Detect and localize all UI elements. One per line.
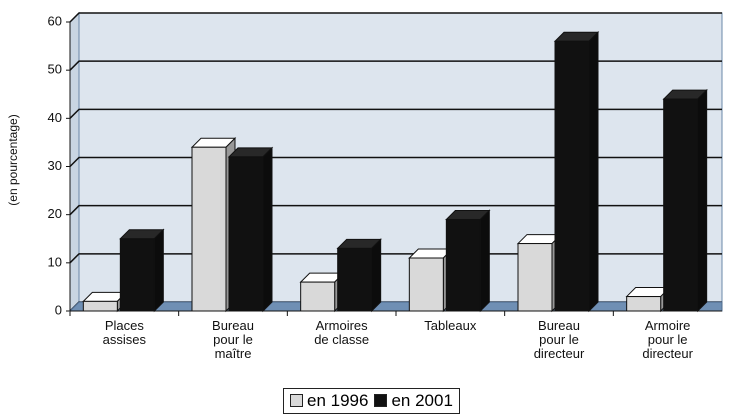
- bar: [408, 257, 444, 312]
- bar: [300, 281, 336, 312]
- bar: [554, 40, 590, 312]
- x-tick-label: Places assises: [102, 318, 146, 347]
- x-tick-label: Bureau pour le directeur: [533, 318, 585, 361]
- y-axis-label: (en pourcentage): [6, 114, 20, 205]
- legend-swatch: [290, 394, 303, 407]
- x-tick-label: Armoire pour le directeur: [642, 318, 693, 361]
- x-tick-label: Armoires de classe: [314, 318, 370, 347]
- legend-swatch: [374, 394, 388, 407]
- legend-item: en 1996: [290, 391, 368, 411]
- y-tick-label: 40: [48, 110, 62, 125]
- grid-line: [69, 12, 722, 23]
- plot-floor: [68, 301, 723, 312]
- bar: [663, 98, 699, 312]
- y-tick-label: 30: [48, 158, 62, 173]
- bar: [119, 238, 155, 312]
- bar: [191, 146, 227, 312]
- y-tick-label: 0: [55, 302, 62, 317]
- bar: [626, 296, 662, 312]
- legend-item: en 2001: [374, 391, 453, 411]
- y-tick-label: 60: [48, 13, 62, 28]
- bar-side: [371, 238, 382, 313]
- grid-line: [69, 108, 722, 119]
- y-tick-label: 10: [48, 254, 62, 269]
- bar-side: [479, 209, 490, 313]
- bar: [517, 243, 553, 312]
- bar: [228, 156, 264, 312]
- legend-label: en 2001: [391, 391, 453, 410]
- y-tick-label: 50: [48, 62, 62, 77]
- bar-side: [588, 31, 599, 313]
- grid-line: [69, 253, 722, 264]
- y-tick-label: 20: [48, 206, 62, 221]
- x-tick-label: Tableaux: [424, 318, 477, 333]
- bar-side: [262, 146, 273, 313]
- grid-line: [69, 156, 722, 168]
- bar-side: [697, 88, 708, 313]
- legend: en 1996 en 2001: [283, 388, 460, 414]
- bar-side: [153, 228, 164, 313]
- bar: [82, 300, 118, 312]
- bar: [445, 218, 481, 312]
- legend-label: en 1996: [307, 391, 369, 410]
- bar: [337, 247, 373, 312]
- grid-line: [69, 204, 722, 216]
- grid-line: [69, 60, 722, 71]
- x-tick-label: Bureau pour le maître: [212, 318, 254, 361]
